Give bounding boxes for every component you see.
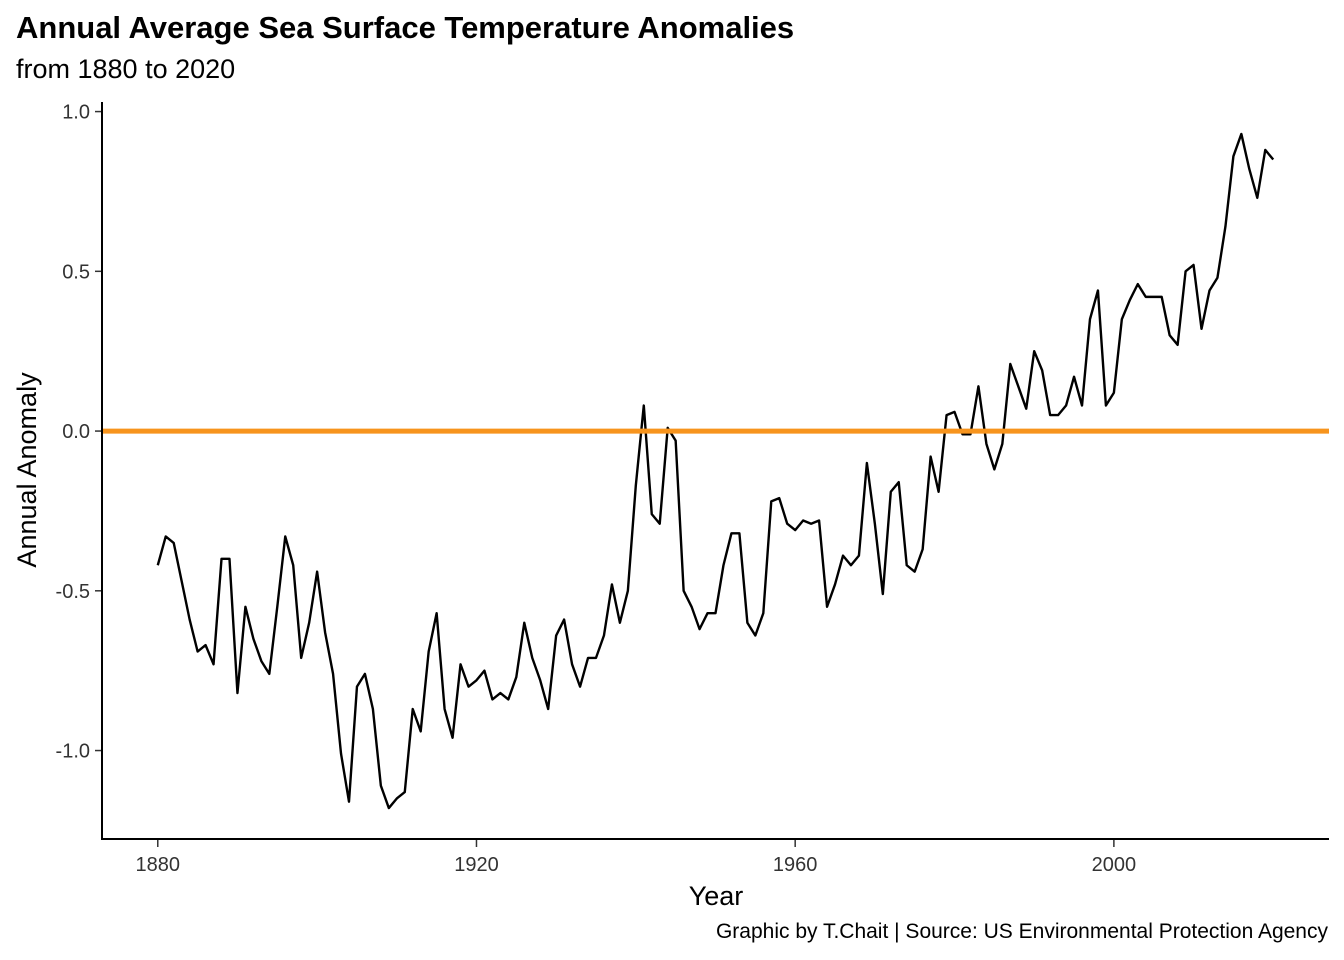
y-tick-label: 0.5 — [62, 261, 90, 283]
x-tick-label: 1960 — [773, 854, 818, 876]
y-tick-label: -0.5 — [56, 581, 90, 603]
chart-title: Annual Average Sea Surface Temperature A… — [16, 10, 795, 45]
x-tick-label: 2000 — [1092, 854, 1137, 876]
y-tick-label: 0.0 — [62, 421, 90, 443]
y-axis-ticks: -1.0 -0.5 0.0 0.5 1.0 — [56, 102, 102, 763]
y-tick-label: 1.0 — [62, 102, 90, 124]
x-axis-title: Year — [689, 881, 744, 911]
series-line — [156, 132, 1275, 810]
chart-subtitle: from 1880 to 2020 — [16, 54, 236, 84]
y-tick-label: -1.0 — [56, 741, 90, 763]
series-layer — [156, 132, 1275, 810]
chart-caption: Graphic by T.Chait | Source: US Environm… — [715, 920, 1328, 943]
y-axis-title: Annual Anomaly — [12, 372, 42, 568]
x-axis-ticks: 1880 1920 1960 2000 — [136, 840, 1137, 876]
x-tick-label: 1880 — [136, 854, 181, 876]
x-tick-label: 1920 — [454, 854, 499, 876]
